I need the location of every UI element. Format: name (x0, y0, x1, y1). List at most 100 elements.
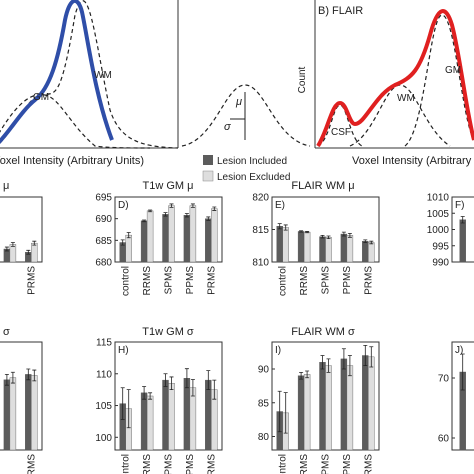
error-bar (126, 389, 131, 429)
bar (183, 214, 191, 263)
error-bar (326, 358, 331, 373)
panel-title: FLAIR WM σ (291, 326, 355, 338)
error-bar (120, 239, 125, 246)
bar (31, 375, 38, 451)
bar (140, 220, 148, 263)
y-tick-label: 80 (258, 432, 270, 443)
bar (9, 244, 17, 263)
bar (303, 374, 311, 451)
error-bar (10, 242, 15, 247)
error-bar (148, 209, 153, 213)
panel-b: B) FLAIR Count CSF WM GM Voxel Intensity… (297, 0, 474, 167)
y-tick-label: 1005 (427, 209, 450, 220)
bar (319, 362, 326, 451)
bar (9, 377, 17, 451)
panel-title: T1w GM σ (142, 326, 194, 338)
bar (282, 227, 289, 263)
bar (183, 378, 191, 451)
y-tick-label: 1010 (427, 193, 450, 204)
y-tick-label: 70 (438, 374, 450, 385)
x-tick-label: PRMS (206, 266, 217, 295)
y-tick-label: 815 (252, 225, 269, 236)
curve-label: GM (445, 65, 461, 76)
error-bar (320, 234, 325, 239)
legend-swatch (203, 155, 213, 165)
bar (162, 214, 169, 263)
fit-curve (316, 9, 474, 148)
bar (297, 375, 305, 451)
error-bar (283, 392, 288, 434)
gm-component (0, 94, 151, 149)
y-tick-label: 685 (95, 236, 112, 247)
panel-label: H) (118, 345, 129, 356)
y-tick-label: 85 (258, 398, 270, 409)
error-bar (460, 353, 465, 391)
panel-label: I) (275, 345, 281, 356)
plot-frame (0, 341, 43, 451)
bar (346, 365, 354, 451)
csf-component (317, 104, 363, 147)
bar (303, 231, 311, 263)
plot-frame (0, 196, 43, 263)
bar (189, 205, 197, 263)
bar (205, 379, 212, 451)
bar (189, 387, 197, 451)
gaussian (181, 84, 311, 147)
error-bar (163, 212, 168, 217)
error-bar (142, 219, 147, 223)
x-tick-label: PPMS (342, 266, 353, 295)
plot-frame (451, 341, 474, 451)
panel-title: FLAIR WM μ (291, 180, 354, 192)
mu-label: μ (235, 96, 242, 108)
bar (3, 379, 11, 451)
bar (276, 226, 283, 263)
legend-label: Lesion Excluded (217, 172, 290, 183)
sigma-label: σ (224, 121, 231, 133)
error-bar (148, 392, 153, 400)
bar (368, 356, 375, 451)
x-tick-label: control (121, 454, 132, 474)
curve-label: WM (94, 70, 112, 81)
error-bar (169, 203, 174, 208)
x-tick-label: SPMS (321, 454, 332, 474)
curve-label: WM (397, 93, 415, 104)
y-tick-label: 810 (252, 258, 269, 269)
error-bar (326, 235, 331, 239)
bar (162, 379, 169, 451)
bar (325, 237, 332, 263)
y-tick-label: 115 (96, 338, 112, 349)
panel-a: GM WM Voxel Intensity (Arbitrary Units) (0, 0, 179, 167)
bar (346, 235, 354, 263)
error-bar (212, 206, 217, 211)
error-bar (4, 374, 9, 386)
x-tick-label: PRMS (206, 454, 217, 474)
error-bar (347, 355, 352, 377)
error-bar (460, 216, 465, 224)
y-tick-label: 695 (95, 193, 112, 204)
x-tick-label: PRMS (26, 454, 37, 474)
bar (205, 218, 212, 263)
error-bar (190, 379, 195, 397)
x-tick-label: PPMS (185, 454, 196, 474)
error-bar (341, 231, 346, 237)
y-tick-label: 690 (95, 214, 112, 225)
y-tick-label: 100 (95, 433, 112, 444)
gaussian-diagram: μ σ (181, 84, 311, 147)
y-tick-label: 990 (432, 258, 449, 269)
curve-label: CSF (331, 127, 351, 138)
bar (146, 395, 154, 451)
bar (319, 236, 326, 263)
wm-component (349, 84, 451, 147)
error-bar (347, 233, 352, 238)
panel-title: σ (3, 326, 10, 338)
error-bar (184, 213, 189, 218)
bar (340, 233, 348, 263)
x-axis-label: Voxel Intensity (Arbitrary Units) (352, 155, 474, 167)
x-tick-label: RRMS (142, 266, 153, 296)
error-bar (212, 379, 217, 400)
bar (146, 210, 154, 263)
legend: Lesion Included Lesion Excluded (202, 155, 290, 183)
error-bar (190, 203, 195, 208)
bar (211, 208, 218, 263)
